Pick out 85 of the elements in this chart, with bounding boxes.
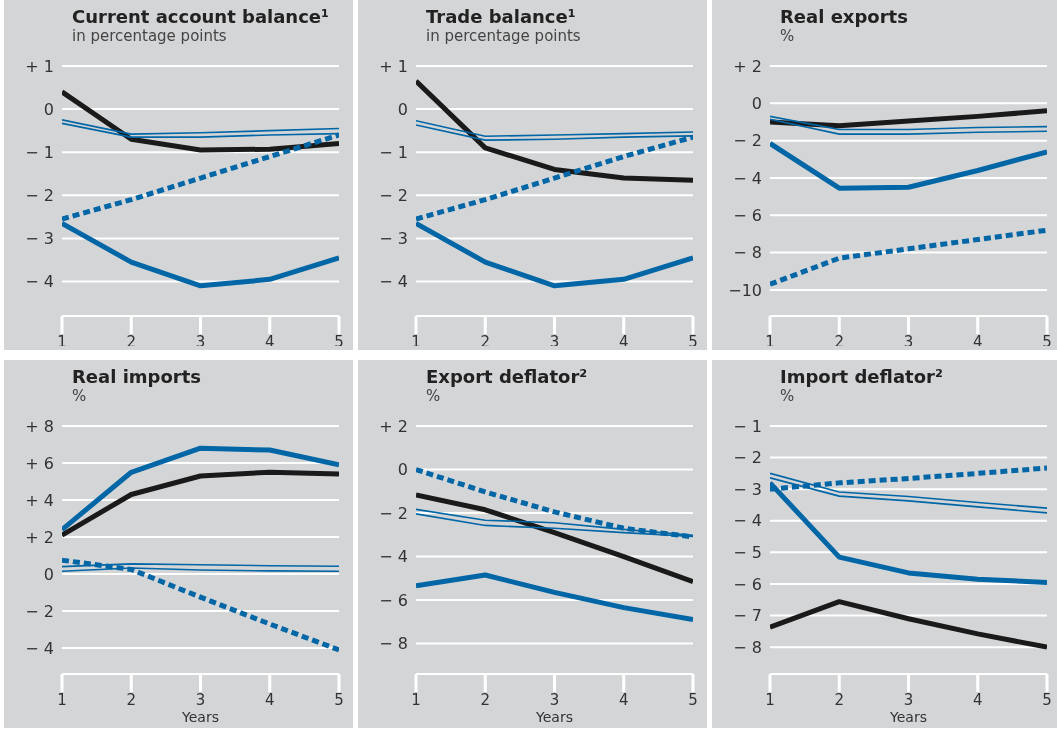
y-tick-label: − 8 bbox=[733, 637, 762, 657]
y-tick-label: + 1 bbox=[25, 56, 54, 76]
x-tick-label: 5 bbox=[688, 690, 698, 709]
x-tick-label: 3 bbox=[549, 690, 560, 709]
y-tick-label: − 4 bbox=[379, 272, 408, 292]
y-tick-label: + 2 bbox=[379, 416, 408, 436]
y-tick-label: − 1 bbox=[733, 416, 762, 436]
y-tick-label: − 8 bbox=[379, 634, 408, 654]
y-tick-label: − 1 bbox=[379, 142, 408, 162]
x-tick-label: 1 bbox=[57, 332, 67, 351]
x-axis-title: Years bbox=[181, 709, 219, 725]
y-tick-label: + 4 bbox=[25, 490, 54, 510]
x-tick-label: 4 bbox=[972, 690, 983, 709]
y-tick-label: + 2 bbox=[25, 527, 54, 547]
chart-subtitle: % bbox=[72, 387, 88, 405]
x-tick-label: 3 bbox=[903, 332, 914, 351]
x-tick-label: 1 bbox=[411, 332, 421, 351]
x-tick-label: 4 bbox=[264, 690, 275, 709]
x-tick-label: 3 bbox=[195, 690, 206, 709]
x-tick-label: 1 bbox=[765, 690, 775, 709]
y-tick-label: − 4 bbox=[25, 638, 54, 658]
y-tick-label: − 4 bbox=[25, 272, 54, 292]
x-tick-label: 1 bbox=[765, 332, 775, 351]
y-tick-label: 0 bbox=[43, 99, 54, 119]
y-tick-label: − 6 bbox=[379, 590, 408, 610]
chart-subtitle: in percentage points bbox=[426, 27, 581, 45]
x-tick-label: 5 bbox=[334, 332, 344, 351]
x-tick-label: 2 bbox=[834, 690, 845, 709]
x-tick-label: 2 bbox=[126, 332, 137, 351]
x-tick-label: 2 bbox=[126, 690, 137, 709]
x-tick-label: 4 bbox=[618, 332, 629, 351]
y-tick-label: − 2 bbox=[733, 131, 762, 151]
y-tick-label: − 7 bbox=[733, 606, 762, 626]
x-tick-label: 5 bbox=[1042, 332, 1052, 351]
y-tick-label: − 2 bbox=[733, 448, 762, 468]
chart-subtitle: % bbox=[426, 387, 442, 405]
y-tick-label: 0 bbox=[751, 93, 762, 113]
x-tick-label: 3 bbox=[903, 690, 914, 709]
chart-title: Real imports bbox=[72, 366, 202, 387]
y-tick-label: − 2 bbox=[25, 601, 54, 621]
y-tick-label: − 2 bbox=[25, 185, 54, 205]
x-tick-label: 3 bbox=[195, 332, 206, 351]
x-tick-label: 2 bbox=[834, 332, 845, 351]
y-tick-label: + 2 bbox=[733, 56, 762, 76]
y-tick-label: + 6 bbox=[25, 453, 54, 473]
x-tick-label: 4 bbox=[618, 690, 629, 709]
chart-title: Trade balance¹ bbox=[426, 6, 577, 27]
y-tick-label: − 3 bbox=[379, 229, 408, 249]
y-tick-label: − 6 bbox=[733, 205, 762, 225]
chart-subtitle: % bbox=[780, 27, 796, 45]
y-tick-label: − 4 bbox=[733, 168, 762, 188]
x-tick-label: 1 bbox=[57, 690, 67, 709]
chart-title: Export deflator² bbox=[426, 366, 588, 387]
y-tick-label: − 2 bbox=[379, 503, 408, 523]
x-tick-label: 3 bbox=[549, 332, 560, 351]
y-tick-label: 0 bbox=[43, 564, 54, 584]
y-tick-label: − 5 bbox=[733, 543, 762, 563]
y-tick-label: −10 bbox=[728, 280, 762, 300]
y-tick-label: − 3 bbox=[733, 479, 762, 499]
x-tick-label: 4 bbox=[264, 332, 275, 351]
y-tick-label: 0 bbox=[397, 99, 408, 119]
y-tick-label: − 4 bbox=[733, 511, 762, 531]
x-axis-title: Years bbox=[889, 709, 927, 725]
chart-title: Real exports bbox=[780, 6, 908, 27]
chart-title: Import deflator² bbox=[780, 366, 943, 387]
y-tick-label: + 1 bbox=[379, 56, 408, 76]
y-tick-label: − 4 bbox=[379, 547, 408, 567]
x-tick-label: 5 bbox=[1042, 690, 1052, 709]
x-tick-label: 4 bbox=[972, 332, 983, 351]
chart-subtitle: in percentage points bbox=[72, 27, 228, 45]
y-tick-label: − 1 bbox=[25, 142, 54, 162]
y-tick-label: + 8 bbox=[25, 416, 54, 436]
x-tick-label: 5 bbox=[688, 332, 698, 351]
x-tick-label: 5 bbox=[334, 690, 344, 709]
chart-title: Current account balance¹ bbox=[72, 6, 329, 27]
x-tick-label: 2 bbox=[480, 690, 491, 709]
y-tick-label: − 8 bbox=[733, 243, 762, 263]
x-tick-label: 1 bbox=[411, 690, 421, 709]
y-tick-label: − 6 bbox=[733, 574, 762, 594]
x-axis-title: Years bbox=[535, 709, 573, 725]
chart-subtitle: % bbox=[780, 387, 796, 405]
y-tick-label: − 2 bbox=[379, 185, 408, 205]
y-tick-label: 0 bbox=[397, 460, 408, 480]
x-tick-label: 2 bbox=[480, 332, 491, 351]
y-tick-label: − 3 bbox=[25, 229, 54, 249]
